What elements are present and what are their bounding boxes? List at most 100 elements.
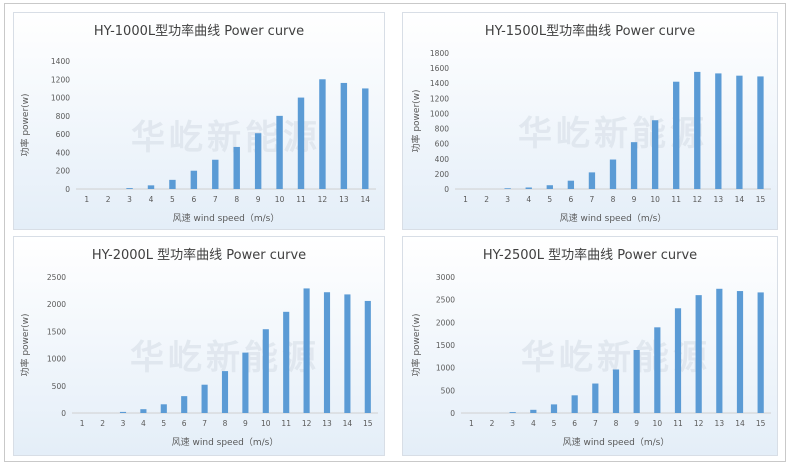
bar [757, 292, 764, 413]
bar [630, 142, 638, 189]
x-tick-label: 10 [650, 195, 660, 204]
watermark-text: 华屹新能源 [131, 118, 321, 158]
bar [340, 82, 348, 189]
chart-title: HY-1500L型功率曲线 Power curve [485, 23, 695, 39]
bar [160, 404, 167, 413]
bar [509, 412, 516, 413]
bar [633, 349, 640, 413]
y-tick-label: 600 [56, 130, 71, 139]
bar [530, 409, 537, 413]
x-tick-label: 8 [614, 419, 619, 428]
bar [303, 288, 310, 413]
y-tick-label: 0 [444, 185, 449, 194]
y-tick-label: 200 [56, 167, 71, 176]
x-tick-label: 10 [261, 419, 271, 428]
chart-svg: 华屹新能源 HY-1000L型功率曲线 Power curve 0 200 400 600… [19, 23, 376, 224]
y-tick-label: 1800 [430, 49, 449, 58]
x-tick-label: 1 [463, 195, 468, 204]
bar [525, 187, 532, 189]
bar [364, 300, 371, 413]
x-tick-label: 9 [243, 419, 248, 428]
bar [674, 308, 682, 413]
x-tick-label: 12 [318, 195, 328, 204]
y-tick-label: 1000 [436, 364, 455, 373]
x-tick-label: 1 [80, 419, 85, 428]
y-tick-label: 800 [435, 125, 450, 134]
x-tick-label: 2 [484, 195, 489, 204]
x-axis-label: 风速 wind speed（m/s） [173, 213, 280, 224]
y-tick-label: 3000 [436, 273, 455, 282]
watermark-text: 华屹新能源 [518, 114, 708, 154]
x-tick-label: 2 [100, 419, 105, 428]
x-tick-label: 4 [531, 419, 536, 428]
y-tick-label: 800 [56, 112, 71, 121]
y-tick-label: 1400 [430, 79, 449, 88]
x-tick-label: 5 [547, 195, 552, 204]
y-tick-label: 1200 [51, 75, 70, 84]
bar [181, 396, 188, 413]
x-tick-label: 5 [161, 419, 166, 428]
x-tick-label: 15 [756, 419, 766, 428]
x-tick-label: 4 [141, 419, 146, 428]
y-tick-label: 1400 [51, 57, 70, 66]
bar [504, 188, 511, 189]
bar [140, 409, 147, 413]
x-axis-label: 风速 wind speed（m/s） [560, 213, 667, 224]
x-tick-label: 13 [715, 419, 725, 428]
figure-frame: 华屹新能源 HY-1000L型功率曲线 Power curve 0 200 400 600… [4, 3, 786, 462]
y-tick-label: 1000 [51, 94, 70, 103]
bar [567, 180, 575, 189]
bar [550, 404, 558, 413]
bar [592, 383, 599, 413]
bar [571, 395, 578, 413]
x-tick-label: 14 [735, 195, 745, 204]
y-tick-label: 500 [52, 382, 67, 391]
y-tick-label: 2500 [436, 296, 455, 305]
x-tick-label: 6 [182, 419, 187, 428]
bar [147, 185, 155, 189]
y-tick-label: 400 [56, 148, 71, 157]
bar [212, 159, 219, 189]
y-tick-label: 2000 [47, 300, 66, 309]
bar [654, 327, 661, 413]
bar [262, 329, 269, 413]
x-tick-label: 6 [191, 195, 196, 204]
bar [715, 73, 722, 189]
x-tick-label: 8 [223, 419, 228, 428]
bar [169, 179, 176, 189]
x-tick-label: 3 [510, 419, 515, 428]
x-tick-label: 13 [714, 195, 724, 204]
x-tick-label: 10 [275, 195, 285, 204]
x-tick-label: 14 [735, 419, 745, 428]
x-tick-label: 14 [343, 419, 353, 428]
chart-panel-hy2500: 华屹新能源 HY-2500L 型功率曲线 Power curve 0 500 1000 1… [402, 236, 778, 456]
chart-svg: 华屹新能源 HY-1500L型功率曲线 Power curve 0 200 400 600… [410, 23, 771, 224]
x-tick-label: 7 [202, 419, 207, 428]
x-tick-label: 14 [361, 195, 371, 204]
bar [695, 295, 702, 413]
bar [190, 170, 198, 189]
chart-title: HY-2500L 型功率曲线 Power curve [483, 247, 697, 263]
y-axis-label: 功率 power(w) [410, 313, 422, 376]
y-axis-label: 功率 power(w) [410, 89, 422, 152]
bar [588, 172, 596, 189]
bar [716, 288, 723, 413]
bar [694, 71, 701, 189]
bar [651, 120, 659, 189]
x-axis-label: 风速 wind speed（m/s） [563, 437, 670, 448]
x-tick-label: 8 [611, 195, 616, 204]
x-tick-label: 10 [653, 419, 663, 428]
x-tick-label: 4 [149, 195, 154, 204]
y-tick-label: 1600 [430, 64, 449, 73]
chart-title: HY-1000L型功率曲线 Power curve [94, 23, 304, 39]
x-tick-label: 13 [339, 195, 349, 204]
chart-title: HY-2000L 型功率曲线 Power curve [92, 247, 306, 263]
x-tick-label: 2 [106, 195, 111, 204]
x-tick-label: 1 [84, 195, 89, 204]
x-tick-label: 3 [121, 419, 126, 428]
x-tick-label: 9 [632, 195, 637, 204]
y-tick-label: 1000 [430, 109, 449, 118]
y-tick-label: 500 [441, 386, 456, 395]
